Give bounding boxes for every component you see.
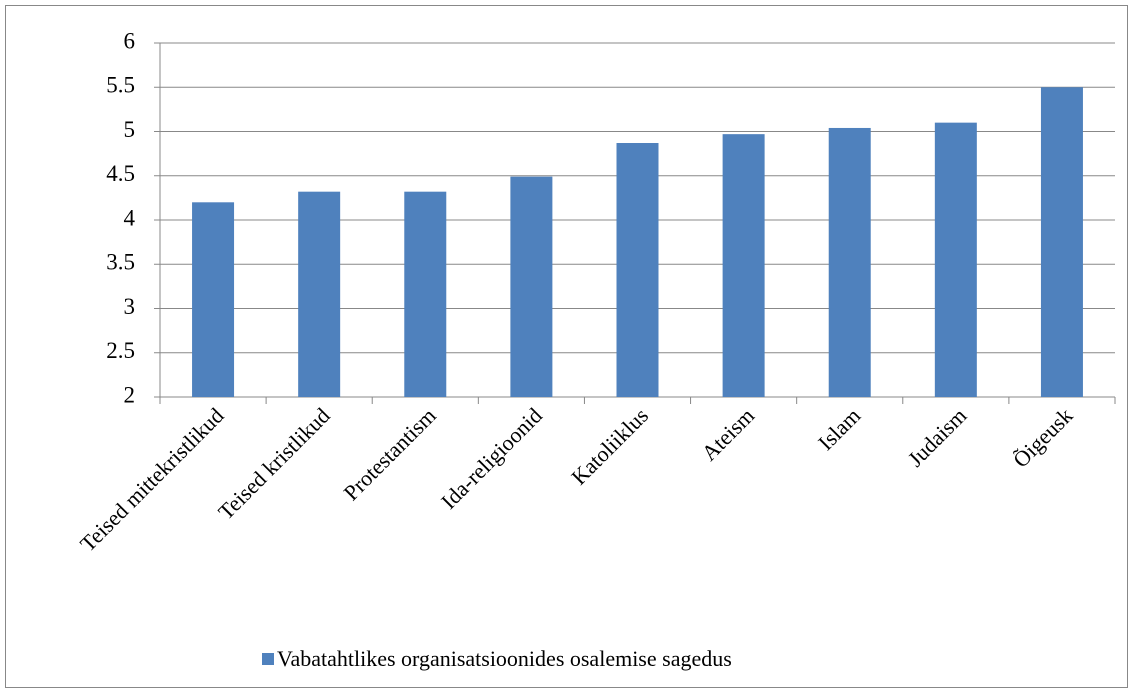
- bar: [298, 191, 341, 397]
- bar: [616, 143, 659, 397]
- bar: [722, 134, 765, 397]
- legend-label: Vabatahtlikes organisatsioonides osalemi…: [277, 646, 732, 671]
- legend-swatch: [262, 653, 274, 665]
- y-tick-label: 4: [124, 205, 136, 230]
- y-tick-label: 3.5: [106, 250, 135, 275]
- y-tick-label: 5.5: [106, 73, 135, 98]
- y-tick-label: 5: [124, 117, 136, 142]
- bar: [404, 191, 447, 397]
- y-tick-label: 4.5: [106, 161, 135, 186]
- y-tick-label: 6: [124, 28, 136, 53]
- bar: [828, 127, 871, 398]
- bar: [192, 202, 235, 397]
- y-tick-label: 2: [124, 382, 136, 407]
- bar: [1040, 87, 1083, 397]
- bar: [934, 122, 977, 398]
- bar: [510, 176, 553, 397]
- y-tick-label: 3: [124, 294, 136, 319]
- y-tick-label: 2.5: [106, 338, 135, 363]
